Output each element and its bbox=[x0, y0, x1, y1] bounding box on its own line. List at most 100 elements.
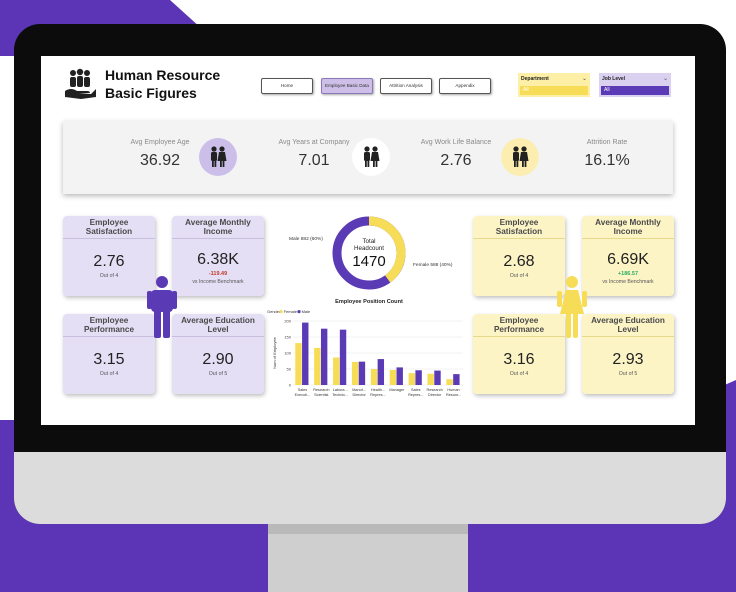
legend-title: Gender bbox=[267, 309, 281, 314]
kpi-label: Avg Years at Company bbox=[278, 139, 350, 146]
card-note: Out of 4 bbox=[509, 273, 529, 279]
card-note: Out of 5 bbox=[208, 371, 228, 377]
monitor-chin bbox=[14, 452, 726, 524]
monitor-stand-shadow bbox=[268, 524, 468, 534]
male-income-card: Average Monthly Income 6.38K -119.49 vs … bbox=[172, 216, 264, 296]
card-note: vs Income Benchmark bbox=[192, 279, 244, 285]
bar-female bbox=[314, 347, 321, 385]
male-person-icon bbox=[147, 276, 177, 338]
x-tick-label: Director bbox=[428, 393, 442, 397]
card-value: 3.16 bbox=[503, 351, 535, 368]
x-tick-label: Human bbox=[447, 388, 459, 392]
bar-male bbox=[434, 370, 441, 385]
female-satisfaction-card: Employee Satisfaction 2.68 Out of 4 bbox=[473, 216, 565, 296]
card-value: 2.76 bbox=[93, 253, 125, 270]
card-note: Out of 4 bbox=[99, 273, 119, 279]
chevron-down-icon: ⌄ bbox=[581, 76, 587, 82]
card-title: Employee Performance bbox=[473, 314, 565, 337]
kpi-value: 36.92 bbox=[139, 152, 181, 169]
x-tick-label: Repres... bbox=[370, 393, 385, 397]
card-title: Employee Satisfaction bbox=[63, 216, 155, 239]
job-level-filter[interactable]: Job Level ⌄ All bbox=[599, 73, 671, 97]
nav-appendix-button[interactable]: Appendix bbox=[439, 78, 491, 94]
bar-female bbox=[408, 373, 415, 385]
bar-male bbox=[358, 361, 366, 385]
bar-female bbox=[370, 369, 378, 385]
x-tick-label: Director bbox=[352, 393, 366, 397]
kpi-avg-employee-age: Avg Employee Age 36.92 bbox=[105, 121, 215, 170]
male-performance-card: Employee Performance 3.15 Out of 4 bbox=[63, 314, 155, 394]
x-tick-label: Scientist bbox=[314, 393, 329, 397]
job-level-filter-value[interactable]: All bbox=[601, 86, 669, 95]
x-tick-label: Technic... bbox=[332, 393, 348, 397]
female-education-card: Average Education Level 2.93 Out of 5 bbox=[582, 314, 674, 394]
bar-male bbox=[320, 328, 328, 385]
department-filter-label: Department bbox=[521, 76, 549, 82]
kpi-value: 16.1% bbox=[584, 152, 630, 169]
card-title: Employee Satisfaction bbox=[473, 216, 565, 239]
card-title: Average Monthly Income bbox=[582, 216, 674, 239]
kpi-label: Avg Employee Age bbox=[130, 139, 190, 146]
monitor-stand bbox=[268, 524, 468, 592]
x-tick-label: Manuf... bbox=[352, 388, 366, 392]
couple-icon bbox=[352, 138, 390, 176]
nav-home-button[interactable]: Home bbox=[261, 78, 313, 94]
people-in-hand-icon bbox=[65, 68, 96, 99]
card-title: Average Education Level bbox=[582, 314, 674, 337]
card-value: 2.68 bbox=[503, 253, 535, 270]
x-tick-label: Research bbox=[427, 388, 443, 392]
kpi-attrition-rate: Attrition Rate 16.1% bbox=[552, 121, 662, 170]
kpi-avg-work-life-balance: Avg Work Life Balance 2.76 bbox=[401, 121, 511, 170]
card-note: Out of 4 bbox=[99, 371, 119, 377]
kpi-label: Attrition Rate bbox=[586, 139, 628, 146]
card-value: 6.69K bbox=[607, 251, 649, 268]
department-filter[interactable]: Department ⌄ All bbox=[518, 73, 590, 97]
donut-center-line-1: Total bbox=[362, 238, 375, 245]
position-bar-chart: Gender Female Male Num of Employee 0 50 100 150… bbox=[267, 309, 463, 397]
card-title: Average Education Level bbox=[172, 314, 264, 337]
card-note: Out of 4 bbox=[509, 371, 529, 377]
card-value: 6.38K bbox=[197, 251, 239, 268]
male-satisfaction-card: Employee Satisfaction 2.76 Out of 4 bbox=[63, 216, 155, 296]
bar-male bbox=[377, 359, 385, 385]
y-tick-label: 200 bbox=[284, 318, 291, 323]
card-note: vs Income Benchmark bbox=[602, 279, 654, 285]
bar-male bbox=[302, 322, 309, 385]
chevron-down-icon: ⌄ bbox=[662, 76, 668, 82]
y-tick-label: 50 bbox=[287, 366, 292, 371]
department-filter-value[interactable]: All bbox=[520, 86, 588, 95]
kpi-avg-years-at-company: Avg Years at Company 7.01 bbox=[259, 121, 369, 170]
page-title: Human Resource Basic Figures bbox=[105, 66, 220, 102]
legend-label: Male bbox=[302, 309, 311, 314]
x-tick-label: Executi... bbox=[295, 393, 311, 397]
couple-icon bbox=[199, 138, 237, 176]
headcount-donut: Total Headcount 1470 bbox=[332, 216, 406, 290]
bar-female bbox=[351, 361, 359, 385]
couple-icon bbox=[501, 138, 539, 176]
bar-female bbox=[427, 373, 434, 385]
x-tick-label: Laborа... bbox=[333, 388, 348, 392]
female-person-icon bbox=[557, 276, 587, 338]
card-value: 2.93 bbox=[612, 351, 644, 368]
legend-marker bbox=[279, 310, 283, 314]
card-value: 2.90 bbox=[202, 351, 234, 368]
female-income-card: Average Monthly Income 6.69K +186.57 vs … bbox=[582, 216, 674, 296]
kpi-value: 2.76 bbox=[440, 152, 472, 169]
bar-male bbox=[453, 374, 460, 385]
nav-attrition-analysis-button[interactable]: Attrition Analysis bbox=[380, 78, 432, 94]
bar-chart-title: Employee Position Count bbox=[335, 299, 403, 305]
y-tick-label: 150 bbox=[284, 334, 291, 339]
bar-male bbox=[339, 329, 347, 385]
nav-employee-basic-data-button[interactable]: Employee Basic Data bbox=[321, 78, 373, 94]
y-tick-label: 0 bbox=[289, 382, 292, 387]
x-tick-label: Manager bbox=[389, 388, 405, 392]
card-note: Out of 5 bbox=[618, 371, 638, 377]
bar-female bbox=[446, 379, 453, 385]
card-delta: -119.49 bbox=[208, 271, 228, 277]
bar-male bbox=[415, 370, 422, 385]
x-tick-label: Health... bbox=[371, 388, 385, 392]
x-tick-label: Repres... bbox=[408, 393, 423, 397]
card-title: Employee Performance bbox=[63, 314, 155, 337]
card-value: 3.15 bbox=[93, 351, 125, 368]
job-level-filter-label: Job Level bbox=[602, 76, 626, 82]
